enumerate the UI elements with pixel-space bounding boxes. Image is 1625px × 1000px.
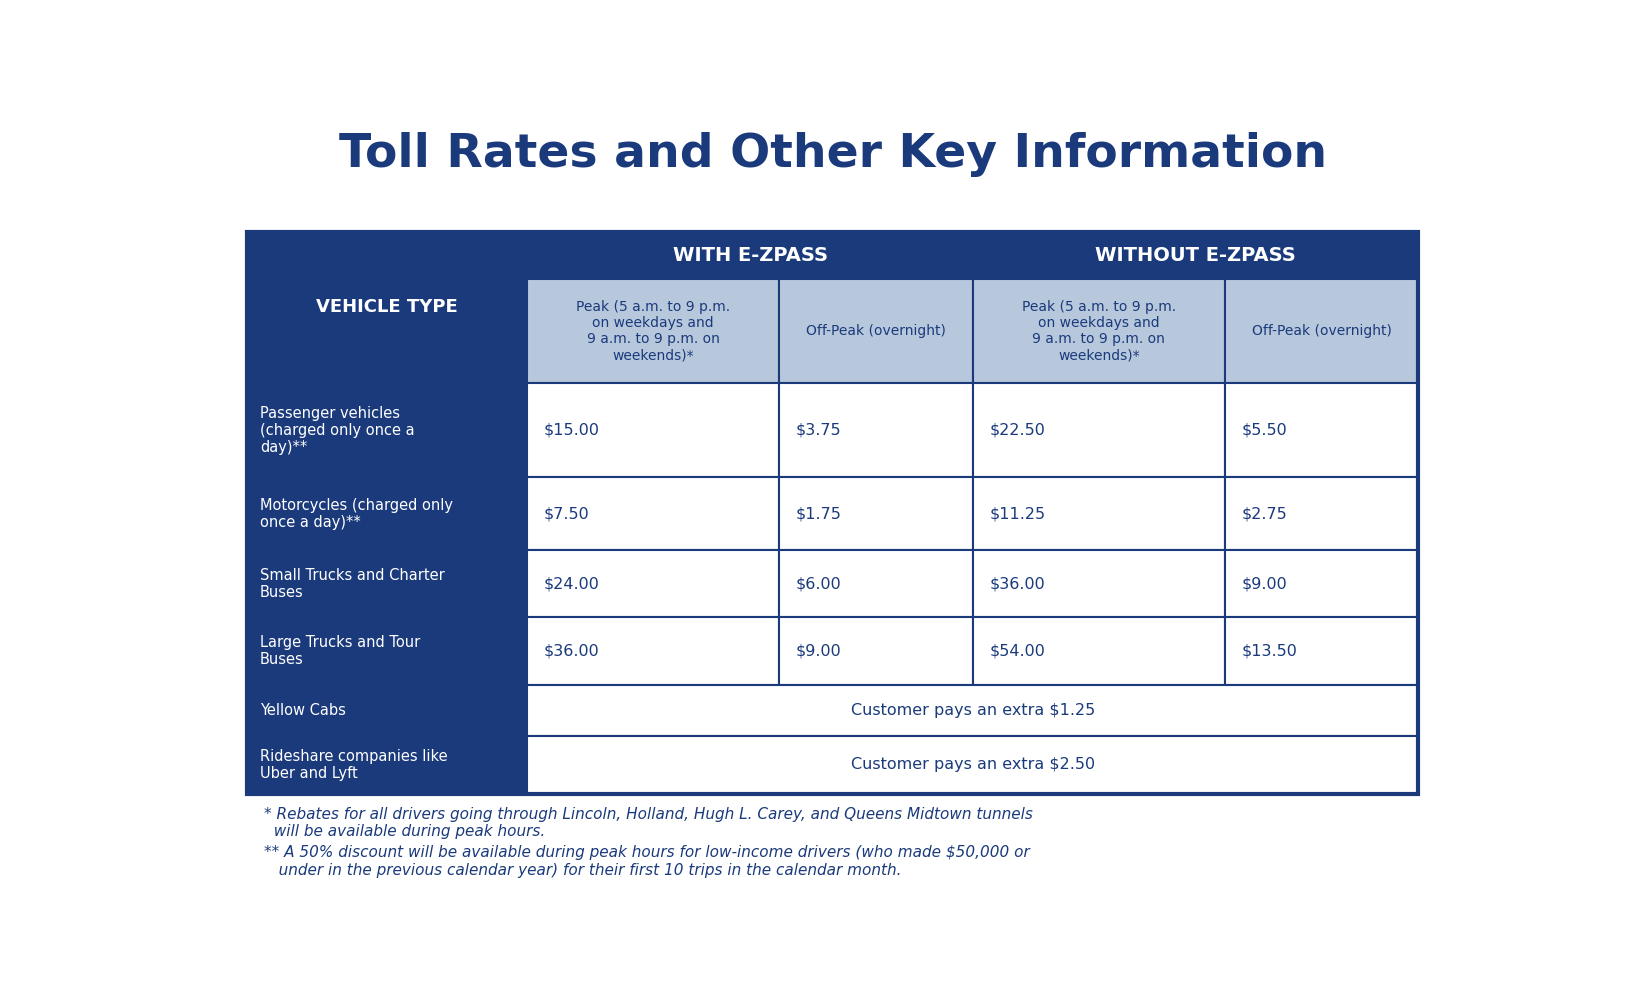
Bar <box>1225 617 1419 685</box>
Bar <box>247 477 526 550</box>
Text: Yellow Cabs: Yellow Cabs <box>260 703 346 718</box>
Bar <box>780 550 973 617</box>
Bar <box>973 617 1225 685</box>
Text: $9.00: $9.00 <box>796 643 842 658</box>
Bar <box>247 232 526 383</box>
Text: Passenger vehicles
(charged only once a
day)**: Passenger vehicles (charged only once a … <box>260 406 414 455</box>
Text: $11.25: $11.25 <box>990 506 1045 521</box>
Text: Off-Peak (overnight): Off-Peak (overnight) <box>806 324 946 338</box>
Text: Toll Rates and Other Key Information: Toll Rates and Other Key Information <box>338 132 1328 177</box>
Text: Peak (5 a.m. to 9 p.m.
on weekdays and
9 a.m. to 9 p.m. on
weekends)*: Peak (5 a.m. to 9 p.m. on weekdays and 9… <box>1022 300 1176 363</box>
Text: $36.00: $36.00 <box>990 576 1045 591</box>
Text: $1.75: $1.75 <box>796 506 842 521</box>
Text: Off-Peak (overnight): Off-Peak (overnight) <box>1251 324 1391 338</box>
Text: ** A 50% discount will be available during peak hours for low-income drivers (wh: ** A 50% discount will be available duri… <box>263 845 1029 878</box>
Text: Motorcycles (charged only
once a day)**: Motorcycles (charged only once a day)** <box>260 498 453 530</box>
Text: Peak (5 a.m. to 9 p.m.
on weekdays and
9 a.m. to 9 p.m. on
weekends)*: Peak (5 a.m. to 9 p.m. on weekdays and 9… <box>577 300 730 363</box>
Bar <box>526 279 780 383</box>
Bar <box>973 232 1419 279</box>
Bar <box>526 617 780 685</box>
Text: $2.75: $2.75 <box>1242 506 1287 521</box>
Bar <box>247 232 1419 794</box>
Text: WITH E-ZPASS: WITH E-ZPASS <box>673 246 827 265</box>
Text: Large Trucks and Tour
Buses: Large Trucks and Tour Buses <box>260 635 419 667</box>
Text: VEHICLE TYPE: VEHICLE TYPE <box>317 298 458 316</box>
Text: $13.50: $13.50 <box>1242 643 1297 658</box>
Bar <box>780 617 973 685</box>
Bar <box>1225 477 1419 550</box>
Text: Rideshare companies like
Uber and Lyft: Rideshare companies like Uber and Lyft <box>260 749 447 781</box>
Text: Small Trucks and Charter
Buses: Small Trucks and Charter Buses <box>260 568 445 600</box>
Text: $5.50: $5.50 <box>1242 423 1287 438</box>
Bar <box>1225 383 1419 477</box>
Bar <box>973 383 1225 477</box>
Text: WITHOUT E-ZPASS: WITHOUT E-ZPASS <box>1095 246 1297 265</box>
Bar <box>1225 550 1419 617</box>
Bar <box>780 383 973 477</box>
Bar <box>526 477 780 550</box>
Text: $6.00: $6.00 <box>796 576 842 591</box>
Text: Customer pays an extra $1.25: Customer pays an extra $1.25 <box>852 703 1095 718</box>
Bar <box>526 383 780 477</box>
Bar <box>526 685 1419 736</box>
Bar <box>526 736 1419 794</box>
Text: $54.00: $54.00 <box>990 643 1045 658</box>
Text: $7.50: $7.50 <box>544 506 590 521</box>
Bar <box>247 736 526 794</box>
Bar <box>973 279 1225 383</box>
Bar <box>973 550 1225 617</box>
Bar <box>973 477 1225 550</box>
Text: $24.00: $24.00 <box>544 576 600 591</box>
Text: $3.75: $3.75 <box>796 423 842 438</box>
Bar <box>247 383 526 477</box>
Bar <box>780 477 973 550</box>
Bar <box>780 279 973 383</box>
Bar <box>526 550 780 617</box>
Bar <box>526 232 973 279</box>
Bar <box>1225 279 1419 383</box>
Bar <box>247 617 526 685</box>
Text: $9.00: $9.00 <box>1242 576 1287 591</box>
Text: $15.00: $15.00 <box>544 423 600 438</box>
Text: $22.50: $22.50 <box>990 423 1045 438</box>
Text: Customer pays an extra $2.50: Customer pays an extra $2.50 <box>852 757 1095 772</box>
Text: * Rebates for all drivers going through Lincoln, Holland, Hugh L. Carey, and Que: * Rebates for all drivers going through … <box>263 807 1032 839</box>
Bar <box>247 685 526 736</box>
Text: $36.00: $36.00 <box>544 643 600 658</box>
Bar <box>247 550 526 617</box>
